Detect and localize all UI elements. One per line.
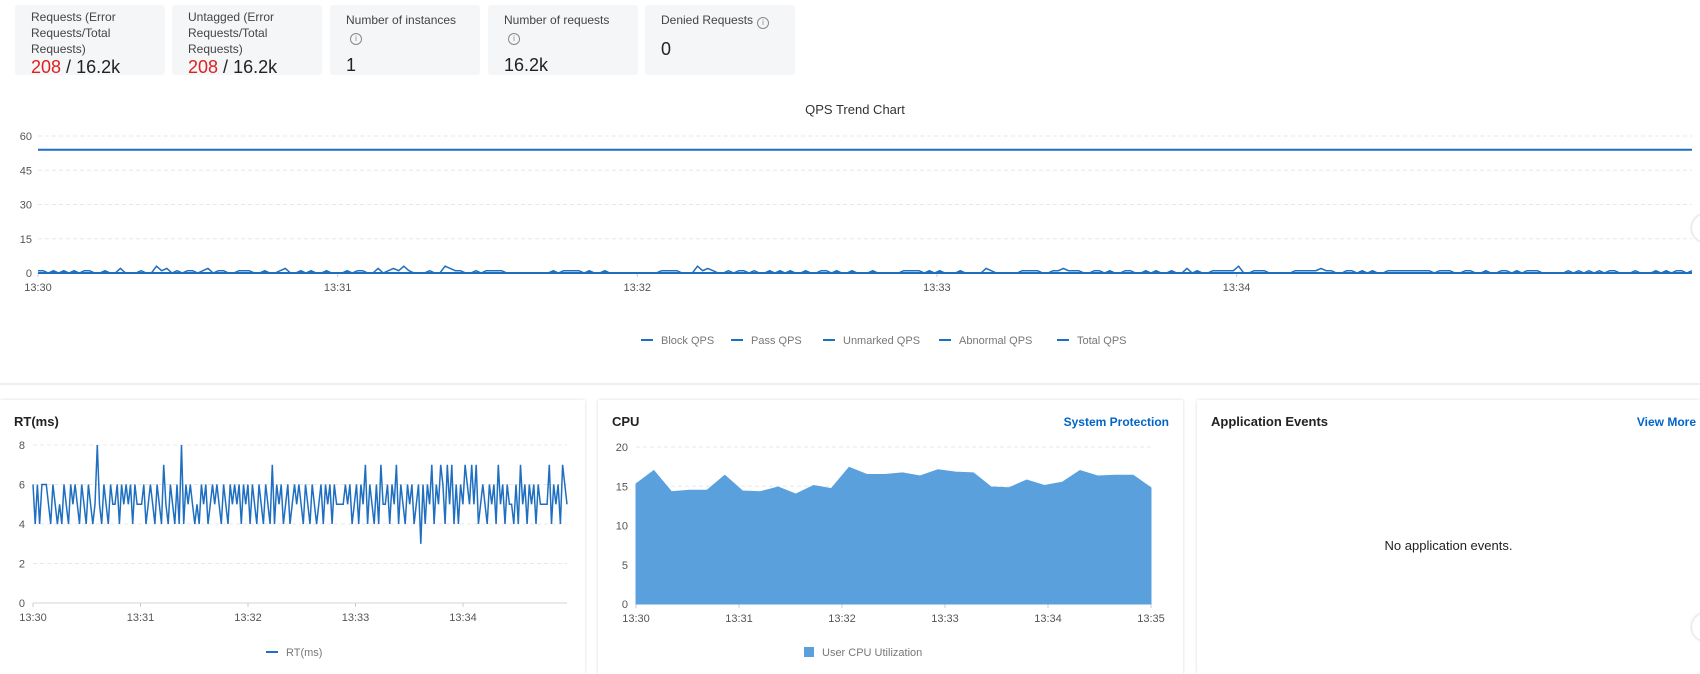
card-value: 0 (661, 39, 672, 59)
info-icon[interactable]: i (757, 17, 770, 29)
legend-label: User CPU Utilization (822, 647, 922, 659)
qps-trend-chart: 0 15 30 45 60 13:30 13:31 13:32 13:33 13:34 Block … (20, 131, 1693, 347)
rt-chart: 0 2 4 6 8 13:30 13:31 13:32 13:33 13:34 RT(ms) (19, 440, 568, 659)
y-tick-label: 15 (616, 481, 628, 493)
y-tick-label: 0 (622, 599, 628, 611)
value-separator: / (218, 57, 234, 77)
application-events-panel: Application Events View More No applicat… (1197, 400, 1700, 674)
card-label: Requests (Error Requests/Total Requests) (31, 10, 116, 56)
legend-label: Total QPS (1077, 335, 1127, 347)
error-count: 208 (31, 57, 62, 77)
x-tick-label: 13:32 (828, 613, 856, 625)
x-tick-label: 13:34 (449, 612, 477, 624)
no-events-message: No application events. (1384, 538, 1513, 553)
x-tick-label: 13:34 (1223, 282, 1251, 294)
x-tick-label: 13:35 (1137, 613, 1165, 625)
card-label: Number of instances (346, 13, 457, 27)
y-tick-label: 4 (19, 519, 25, 531)
legend-label: Block QPS (661, 335, 714, 347)
card-label: Untagged (Error Requests/Total Requests) (188, 10, 275, 56)
y-tick-label: 0 (26, 268, 32, 280)
card-label: Denied Requests (661, 13, 754, 27)
application-events-title: Application Events (1211, 414, 1329, 429)
x-tick-label: 13:31 (127, 612, 155, 624)
y-tick-label: 0 (19, 598, 25, 610)
x-tick-label: 13:30 (24, 282, 52, 294)
x-tick-label: 13:34 (1034, 613, 1062, 625)
x-tick-label: 13:31 (725, 613, 753, 625)
x-tick-label: 13:32 (624, 282, 652, 294)
x-tick-label: 13:30 (19, 612, 47, 624)
legend-label: Unmarked QPS (843, 335, 920, 347)
total-count: 16.2k (233, 57, 278, 77)
summary-card-requests: Requests (Error Requests/Total Requests)… (15, 5, 165, 77)
cpu-area (635, 466, 1152, 605)
legend-label: Abnormal QPS (959, 335, 1032, 347)
x-tick-label: 13:31 (324, 282, 352, 294)
qps-series-line (38, 265, 1693, 274)
card-value: 16.2k (504, 55, 549, 75)
value-separator: / (61, 57, 77, 77)
panel-scroll-handle[interactable] (1692, 613, 1700, 641)
rt-panel: RT(ms) 0 2 4 6 8 13:30 13:31 13:32 13:33 13:34 RT(… (0, 400, 585, 674)
cpu-panel: CPU System Protection 0 5 10 15 20 13:30 13:31… (598, 400, 1183, 674)
cpu-panel-title: CPU (612, 414, 640, 429)
qps-chart-title: QPS Trend Chart (805, 102, 905, 117)
y-tick-label: 60 (20, 131, 32, 143)
info-icon[interactable]: i (508, 33, 520, 45)
view-more-link[interactable]: View More (1636, 415, 1696, 429)
card-value: 208 / 16.2k (188, 57, 306, 77)
y-tick-label: 6 (19, 480, 25, 492)
card-label: Number of requests (504, 13, 610, 27)
summary-card-denied: Denied Requests i 0 (645, 5, 795, 75)
y-tick-label: 5 (622, 560, 628, 572)
x-tick-label: 13:33 (931, 613, 959, 625)
x-tick-label: 13:32 (234, 612, 262, 624)
summary-card-untagged: Untagged (Error Requests/Total Requests)… (172, 5, 322, 77)
rt-series-line (32, 444, 568, 544)
info-icon[interactable]: i (350, 33, 362, 45)
cpu-chart: 0 5 10 15 20 13:30 13:31 13:32 13:33 13:34 13:35 Us… (616, 442, 1165, 659)
card-value: 208 / 16.2k (31, 57, 149, 77)
system-protection-link[interactable]: System Protection (1063, 415, 1169, 429)
legend-marker (804, 647, 814, 657)
y-tick-label: 45 (20, 165, 32, 177)
error-count: 208 (188, 57, 219, 77)
y-tick-label: 30 (20, 200, 32, 212)
legend-label: RT(ms) (286, 647, 322, 659)
rt-panel-title: RT(ms) (14, 414, 59, 429)
section-divider (0, 383, 1700, 385)
y-tick-label: 15 (20, 234, 32, 246)
card-value: 1 (346, 55, 357, 75)
legend-label: Pass QPS (751, 335, 802, 347)
y-tick-label: 8 (19, 440, 25, 452)
x-tick-label: 13:33 (342, 612, 370, 624)
x-tick-label: 13:30 (622, 613, 650, 625)
y-tick-label: 20 (616, 442, 628, 454)
summary-card-number-of-requests: Number of requests i 16.2k (488, 5, 638, 75)
summary-card-instances: Number of instances i 1 (330, 5, 480, 75)
y-tick-label: 10 (616, 521, 628, 533)
y-tick-label: 2 (19, 559, 25, 571)
total-count: 16.2k (76, 57, 121, 77)
x-tick-label: 13:33 (923, 282, 951, 294)
chart-scroll-handle[interactable] (1692, 214, 1700, 242)
